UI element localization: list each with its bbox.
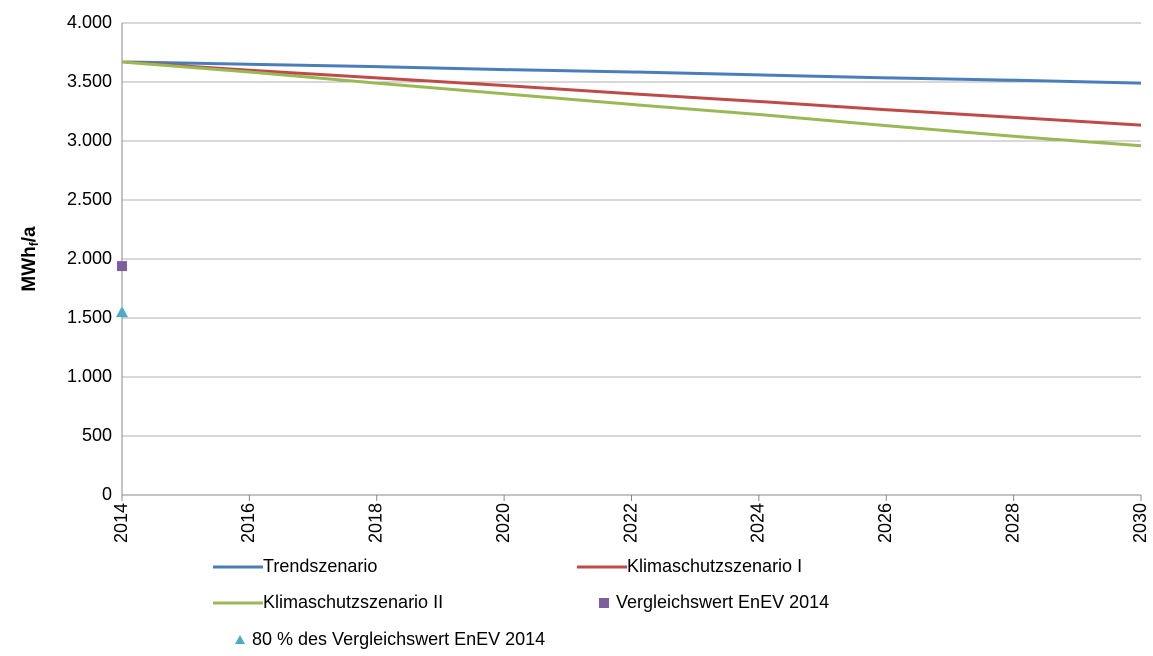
y-tick-label: 2.000: [67, 248, 112, 268]
legend-swatch: [599, 598, 609, 608]
legend-label: Vergleichswert EnEV 2014: [616, 592, 829, 612]
x-tick-label: 2016: [238, 503, 258, 543]
point: [117, 261, 127, 272]
y-tick-label: 1.000: [67, 366, 112, 386]
x-tick-label: 2014: [111, 503, 131, 543]
legend-label: Trendszenario: [263, 556, 377, 576]
legend-label: Klimaschutzszenario I: [627, 556, 802, 576]
line: [121, 60, 1142, 148]
y-label-main: MWh: [19, 246, 40, 291]
line: [121, 60, 1142, 85]
y-axis-label: MWhf/a: [19, 226, 41, 292]
x-tick-label: 2030: [1130, 503, 1150, 543]
x-tick-label: 2022: [620, 503, 640, 543]
point: [116, 306, 128, 318]
y-tick-label: 0: [102, 484, 112, 504]
y-label-sub: f: [27, 241, 41, 246]
y-tick-label: 500: [82, 425, 112, 445]
x-tick-label: 2020: [493, 503, 513, 543]
line: [121, 60, 1142, 127]
x-tick-label: 2018: [366, 503, 386, 543]
y-label-rest: /a: [19, 226, 40, 242]
y-tick-label: 1.500: [67, 307, 112, 327]
legend-label: Klimaschutzszenario II: [263, 592, 443, 612]
y-tick-label: 4.000: [67, 12, 112, 32]
x-tick-label: 2028: [1002, 503, 1022, 543]
legend-swatch: [235, 635, 245, 644]
legend-label: 80 % des Vergleichswert EnEV 2014: [252, 629, 545, 649]
y-tick-label: 2.500: [67, 189, 112, 209]
y-tick-label: 3.500: [67, 71, 112, 91]
y-tick-label: 3.000: [67, 130, 112, 150]
x-tick-label: 2026: [875, 503, 895, 543]
x-tick-label: 2024: [748, 503, 768, 543]
